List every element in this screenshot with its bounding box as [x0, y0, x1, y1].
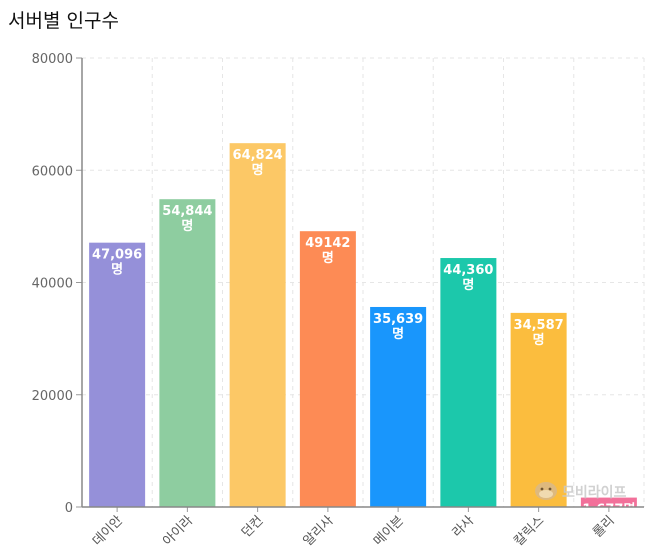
bar [510, 312, 567, 507]
data-label-unit: 명 [462, 277, 474, 293]
chart-title: 서버별 인구수 [8, 10, 119, 32]
data-label-unit: 명 [181, 218, 193, 234]
bar [440, 258, 497, 507]
x-tick-label: 알리사 [301, 513, 337, 549]
bar [229, 143, 286, 507]
data-labels: 47,096명54,844명64,824명49142명35,639명44,360… [92, 148, 635, 517]
data-label: 34,587 [514, 318, 564, 333]
data-label: 64,824 [233, 148, 283, 163]
grid-lines [82, 57, 645, 507]
bar [299, 231, 356, 507]
bar [89, 242, 146, 507]
data-label: 49142 [305, 236, 350, 251]
y-tick-label: 80000 [32, 52, 73, 67]
data-label-unit: 명 [533, 332, 545, 348]
y-tick-label: 60000 [32, 164, 73, 179]
data-label-unit: 명 [322, 250, 334, 266]
x-tick-label: 메이븐 [371, 513, 407, 549]
x-tick-label: 데이안 [90, 513, 126, 549]
x-tick-label: 아이라 [160, 513, 196, 549]
y-tick-label: 0 [65, 501, 73, 516]
watermark: 모비라이프 [535, 482, 627, 501]
x-tick-label: 던컨 [239, 513, 267, 541]
watermark-text: 모비라이프 [562, 484, 627, 501]
data-label-unit: 명 [111, 262, 123, 278]
x-tick-label: 칼릭스 [511, 513, 547, 549]
data-label-unit: 명 [252, 162, 264, 178]
bar [580, 497, 637, 507]
bars [89, 143, 637, 507]
data-label: 44,360 [443, 263, 493, 278]
y-tick-label: 40000 [32, 277, 73, 292]
data-label-unit: 명 [392, 326, 404, 342]
data-label: 35,639 [373, 312, 423, 327]
x-tick-label: 라사 [450, 513, 478, 541]
y-tick-label: 20000 [32, 389, 73, 404]
bar [370, 306, 427, 507]
data-label: 47,096 [92, 248, 142, 263]
data-label: 54,844 [162, 204, 212, 219]
bar [159, 199, 216, 507]
cat-face-icon [535, 482, 557, 500]
